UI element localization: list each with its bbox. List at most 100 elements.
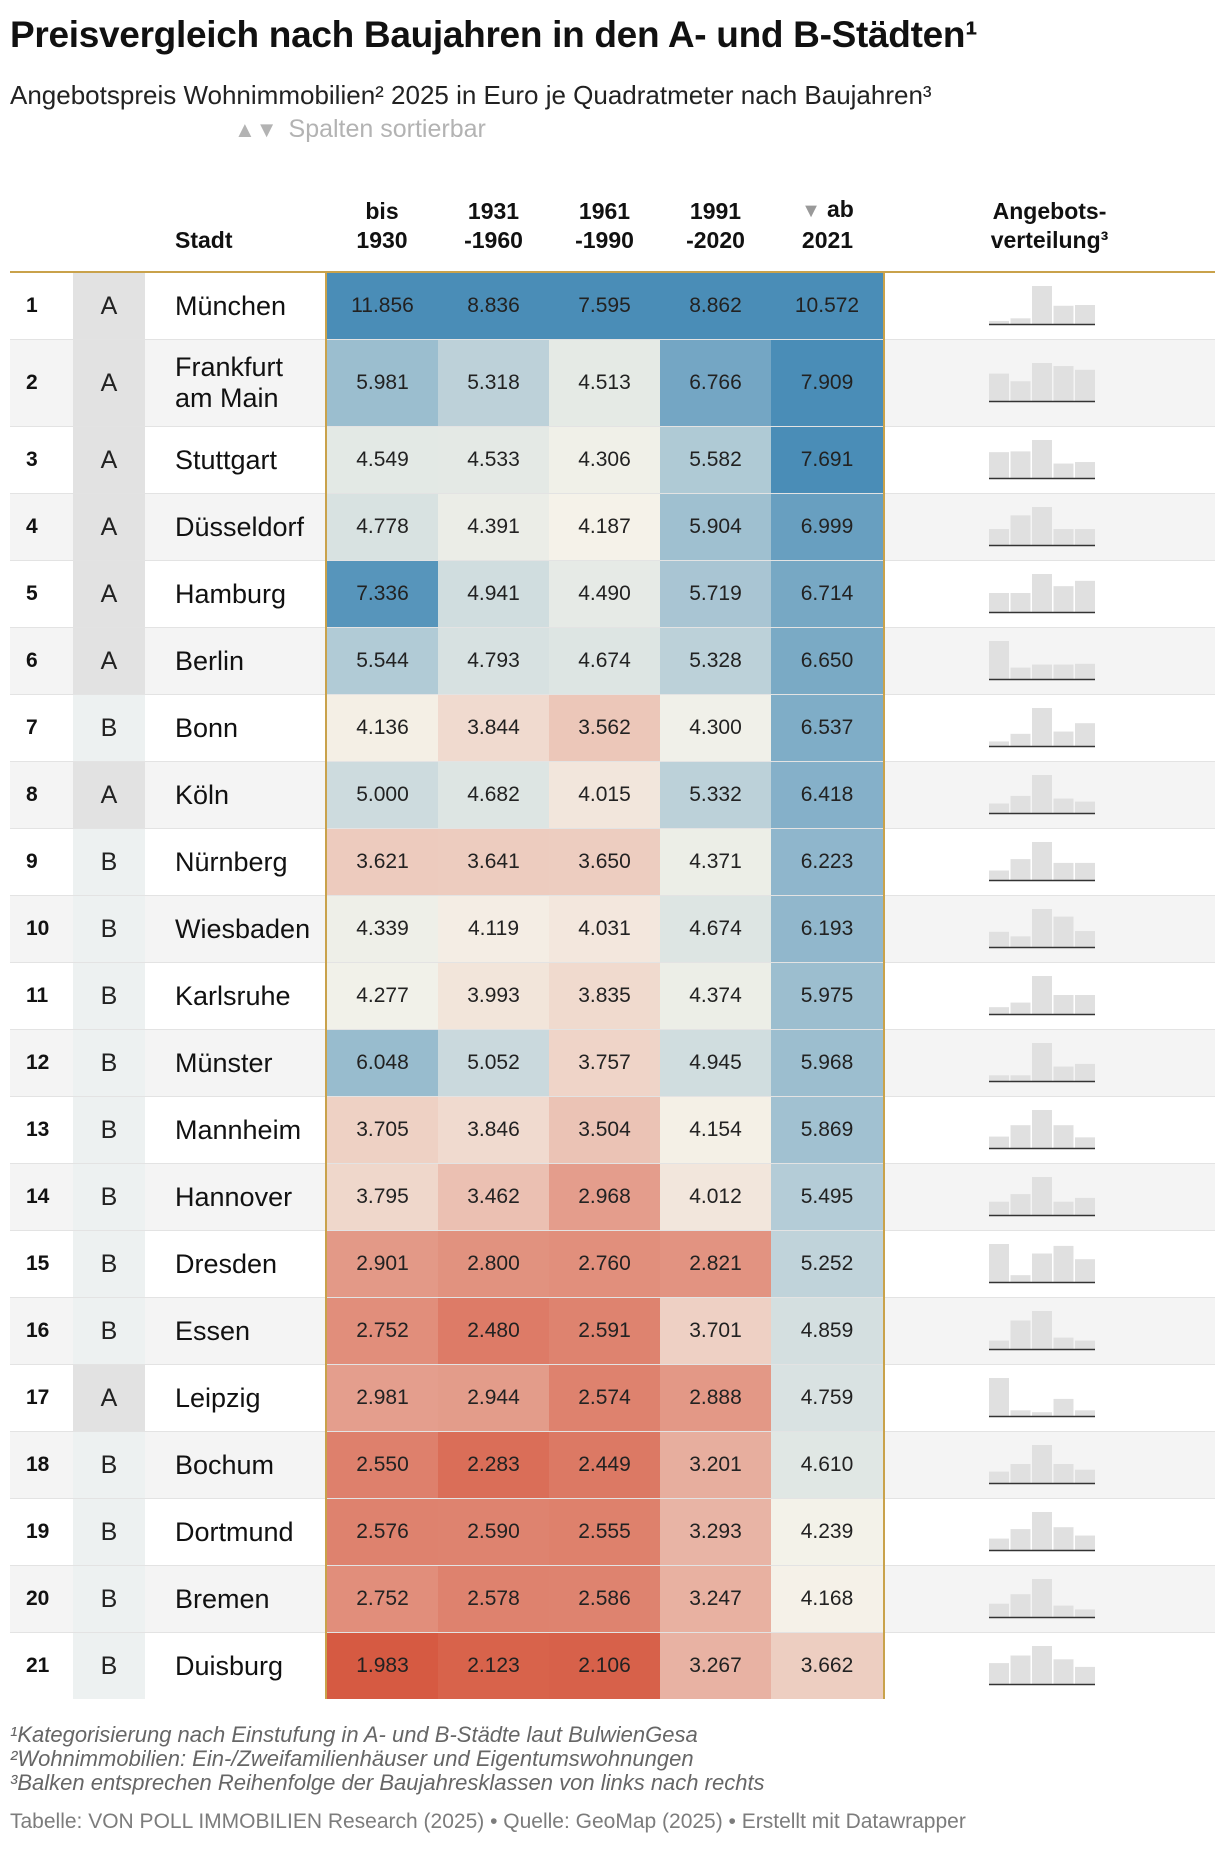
value-cell: 11.856 <box>325 272 438 340</box>
rank-cell: 17 <box>10 1364 73 1432</box>
col-header-bis-1930[interactable]: bis 1930 <box>326 195 438 272</box>
value-cell: 4.371 <box>660 828 771 896</box>
distribution-sparkbars <box>989 774 1095 814</box>
value-cell: 7.909 <box>771 339 885 427</box>
footnote-3: ³Balken entsprechen Reihenfolge der Bauj… <box>10 1770 765 1795</box>
distribution-bar <box>989 931 1009 947</box>
value-cell: 5.252 <box>771 1230 885 1298</box>
category-cell: A <box>73 627 145 695</box>
distribution-bar <box>989 640 1009 679</box>
distribution-sparkbars <box>989 1042 1095 1082</box>
distribution-bar <box>1032 908 1052 947</box>
distribution-bar <box>1053 916 1074 947</box>
category-cell: B <box>73 962 145 1030</box>
col-header-1991-2020[interactable]: 1991 -2020 <box>660 195 771 272</box>
value-cell: 4.168 <box>771 1565 885 1633</box>
city-cell: Köln <box>145 761 326 829</box>
distribution-bar <box>1032 707 1052 746</box>
distribution-bar <box>1010 380 1031 401</box>
value-cell: 7.336 <box>325 560 438 628</box>
distribution-bar <box>1053 862 1074 880</box>
col-header-1961-1990[interactable]: 1961 -1990 <box>549 195 660 272</box>
col-header-line: 1991 <box>689 198 742 224</box>
distribution-bar <box>989 1603 1009 1617</box>
distribution-bar <box>1075 528 1095 545</box>
distribution-bar <box>1010 1274 1031 1282</box>
table-row: 9 B Nürnberg 3.621 3.641 3.650 4.371 6.223 <box>10 828 1215 896</box>
distribution-bar <box>1075 1197 1095 1215</box>
distribution-bar <box>1032 573 1052 612</box>
distribution-bar <box>989 451 1009 478</box>
col-header-line: verteilung³ <box>990 227 1109 253</box>
category-cell: B <box>73 1632 145 1699</box>
value-cell: 2.576 <box>325 1498 438 1566</box>
sort-hint: ▲▼ Spalten sortierbar <box>234 115 486 144</box>
distribution-cell <box>884 761 1215 829</box>
value-cell: 4.374 <box>660 962 771 1030</box>
distribution-bar <box>1010 1655 1031 1684</box>
distribution-bar <box>1053 365 1074 401</box>
col-header-line: 1961 <box>578 198 631 224</box>
category-cell: B <box>73 1431 145 1499</box>
distribution-bar <box>1075 930 1095 947</box>
distribution-cell <box>884 1297 1215 1365</box>
distribution-sparkbars <box>989 975 1095 1015</box>
table-row: 6 A Berlin 5.544 4.793 4.674 5.328 6.650 <box>10 627 1215 695</box>
category-cell: A <box>73 560 145 628</box>
value-cell: 2.752 <box>325 1297 438 1365</box>
distribution-bar <box>1032 506 1052 545</box>
value-cell: 3.267 <box>660 1632 771 1699</box>
distribution-sparkbars <box>989 1176 1095 1216</box>
category-header[interactable] <box>73 195 145 272</box>
category-cell: A <box>73 493 145 561</box>
value-cell: 6.223 <box>771 828 885 896</box>
distribution-bar <box>1010 1124 1031 1148</box>
rank-cell: 20 <box>10 1565 73 1633</box>
distribution-bar <box>1010 1528 1031 1550</box>
col-header-distribution[interactable]: Angebots-verteilung³ <box>884 195 1215 272</box>
distribution-bar <box>1075 461 1095 478</box>
category-cell: A <box>73 339 145 427</box>
distribution-bar <box>989 740 1009 746</box>
distribution-sparkbars <box>989 1109 1095 1149</box>
distribution-cell <box>884 1565 1215 1633</box>
table-row: 13 B Mannheim 3.705 3.846 3.504 4.154 5.869 <box>10 1096 1215 1164</box>
distribution-bar <box>1032 774 1052 813</box>
col-header-1931-1960[interactable]: 1931 -1960 <box>438 195 549 272</box>
value-cell: 5.719 <box>660 560 771 628</box>
value-cell: 3.846 <box>438 1096 549 1164</box>
value-cell: 3.293 <box>660 1498 771 1566</box>
value-cell: 6.048 <box>325 1029 438 1097</box>
rank-cell: 12 <box>10 1029 73 1097</box>
value-cell: 4.012 <box>660 1163 771 1231</box>
price-table: Stadt bis 1930 1931 -1960 1961 -1990 1991 -2… <box>10 195 1215 1699</box>
col-header-line: bis <box>365 198 399 224</box>
value-cell: 4.513 <box>549 339 660 427</box>
value-cell: 2.821 <box>660 1230 771 1298</box>
distribution-sparkbars <box>989 707 1095 747</box>
rank-cell: 15 <box>10 1230 73 1298</box>
distribution-bar <box>1053 1463 1074 1483</box>
col-header-line: Angebots- <box>992 198 1107 224</box>
distribution-bar <box>1032 1310 1052 1349</box>
distribution-bar <box>1053 994 1074 1014</box>
value-cell: 3.701 <box>660 1297 771 1365</box>
distribution-bar <box>1010 795 1031 813</box>
value-cell: 4.674 <box>549 627 660 695</box>
category-cell: B <box>73 1029 145 1097</box>
city-header[interactable]: Stadt <box>175 227 233 253</box>
rank-header[interactable] <box>10 195 73 272</box>
distribution-sparkbars <box>989 285 1095 325</box>
distribution-bar <box>989 373 1009 401</box>
city-cell: Wiesbaden <box>145 895 326 963</box>
col-header-line: 2021 <box>801 227 854 253</box>
distribution-sparkbars <box>989 1578 1095 1618</box>
distribution-cell <box>884 1431 1215 1499</box>
col-header-ab-2021[interactable]: ▼ ab 2021 <box>771 195 884 272</box>
value-cell: 5.495 <box>771 1163 885 1231</box>
distribution-cell <box>884 339 1215 427</box>
value-cell: 4.682 <box>438 761 549 829</box>
distribution-bar <box>1053 1066 1074 1081</box>
value-cell: 10.572 <box>771 272 885 340</box>
chart-title: Preisvergleich nach Baujahren in den A- … <box>10 14 978 55</box>
